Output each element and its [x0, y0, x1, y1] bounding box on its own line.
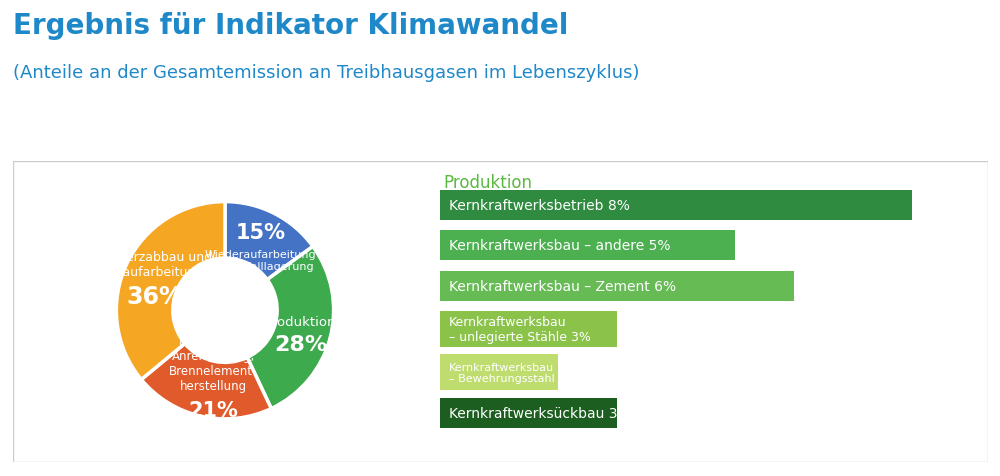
Text: Kernkraftwerksbau – andere 5%: Kernkraftwerksbau – andere 5%: [449, 238, 670, 253]
FancyBboxPatch shape: [440, 311, 617, 347]
Text: Kernkraftwerksückbau 3%: Kernkraftwerksückbau 3%: [449, 406, 630, 420]
Text: Kernkraftwerksbetrieb 8%: Kernkraftwerksbetrieb 8%: [449, 198, 630, 212]
Text: 15%: 15%: [236, 222, 286, 242]
Text: Wiederaufarbeitung
und Abfalllagerung: Wiederaufarbeitung und Abfalllagerung: [205, 250, 316, 271]
FancyBboxPatch shape: [440, 231, 735, 260]
Text: (Anteile an der Gesamtemission an Treibhausgasen im Lebenszyklus): (Anteile an der Gesamtemission an Treibh…: [13, 64, 640, 82]
Wedge shape: [247, 247, 334, 409]
Text: Kernkraftwerksbau
– Bewehrungsstahl 2%: Kernkraftwerksbau – Bewehrungsstahl 2%: [449, 362, 576, 384]
Text: 28%: 28%: [274, 334, 327, 354]
FancyBboxPatch shape: [440, 398, 617, 428]
FancyBboxPatch shape: [440, 355, 558, 391]
Wedge shape: [141, 344, 271, 419]
FancyBboxPatch shape: [440, 271, 794, 301]
Text: Konversion,
Anreicherung,
Brennelement-
herstellung: Konversion, Anreicherung, Brennelement- …: [169, 334, 258, 392]
Text: Kernkraftwerksbau – Zement 6%: Kernkraftwerksbau – Zement 6%: [449, 279, 676, 293]
Text: Produktion: Produktion: [443, 174, 532, 192]
Wedge shape: [225, 202, 313, 280]
Text: Kernkraftwerksbau
– unlegierte Stähle 3%: Kernkraftwerksbau – unlegierte Stähle 3%: [449, 315, 591, 343]
Text: 36%: 36%: [126, 285, 183, 309]
Text: 21%: 21%: [188, 401, 238, 421]
Text: Produktion: Produktion: [265, 315, 337, 328]
Text: Uranerzabbau und
Erzaufarbeitung: Uranerzabbau und Erzaufarbeitung: [96, 250, 212, 278]
FancyBboxPatch shape: [440, 190, 912, 220]
Text: Ergebnis für Indikator Klimawandel: Ergebnis für Indikator Klimawandel: [13, 12, 568, 40]
FancyBboxPatch shape: [13, 162, 988, 462]
Wedge shape: [116, 202, 225, 380]
